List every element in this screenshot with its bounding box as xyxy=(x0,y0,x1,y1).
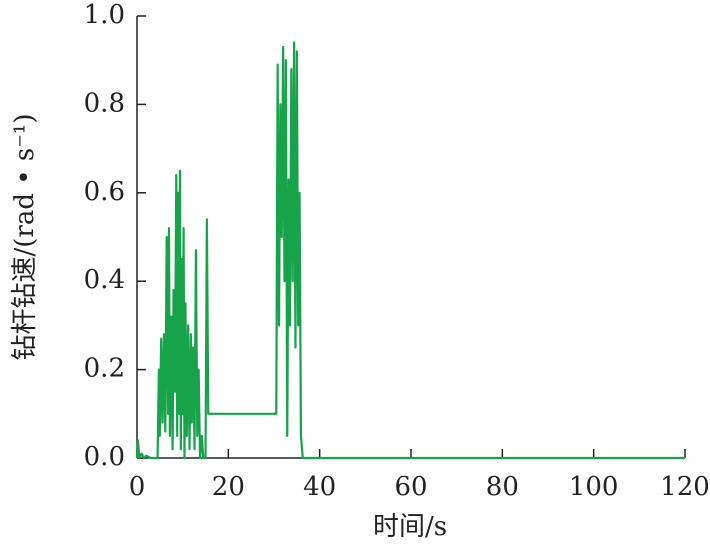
y-axis-label: 钻杆钻速/(rad • s⁻¹) xyxy=(10,114,40,361)
x-axis-label: 时间/s xyxy=(373,512,447,542)
x-tick-label: 60 xyxy=(394,472,427,502)
x-tick-label: 80 xyxy=(486,472,519,502)
x-tick-label: 40 xyxy=(303,472,336,502)
x-tick-label: 20 xyxy=(212,472,245,502)
y-tick-label: 0.6 xyxy=(84,177,125,207)
y-tick-label: 0.8 xyxy=(84,88,125,118)
x-tick-label: 0 xyxy=(129,472,146,502)
data-line xyxy=(135,41,685,460)
x-tick-label: 100 xyxy=(569,472,619,502)
y-tick-label: 0.0 xyxy=(84,442,125,472)
y-tick-label: 1.0 xyxy=(84,0,125,30)
y-tick-label: 0.2 xyxy=(84,354,125,384)
y-tick-label: 0.4 xyxy=(84,265,125,295)
x-tick-label: 120 xyxy=(660,472,710,502)
